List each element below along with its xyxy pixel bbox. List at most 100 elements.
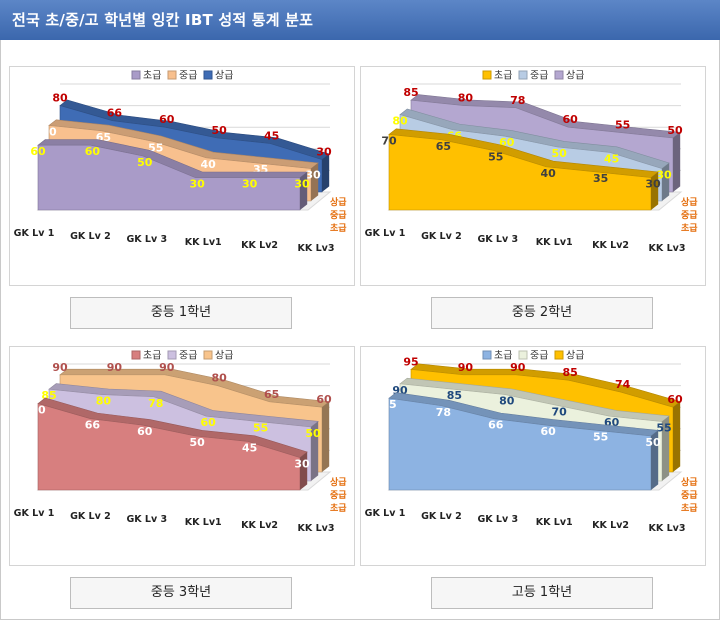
chart-panel-2: 858078605550806660504530706555403530GK L…: [360, 66, 706, 286]
x-tick-label: KK Lv2: [241, 520, 278, 531]
x-tick-label: GK Lv 1: [14, 508, 55, 519]
data-label: 60: [137, 425, 153, 438]
legend-swatch: [518, 350, 528, 360]
x-tick-label: KK Lv1: [536, 517, 573, 528]
data-label: 60: [30, 145, 46, 158]
data-label: 80: [212, 372, 228, 385]
data-label: 90: [159, 361, 175, 374]
data-label: 95: [403, 355, 418, 368]
legend-label: 초급: [143, 70, 161, 82]
series-초급: 60 60 50 30 30 30: [30, 139, 310, 211]
data-label: 50: [552, 147, 568, 160]
legend-label: 초급: [494, 70, 512, 82]
data-label: 66: [107, 107, 123, 120]
caption-button-1[interactable]: 중등 1학년: [70, 297, 292, 329]
data-label: 90: [458, 361, 474, 374]
data-label: 30: [656, 169, 672, 182]
header-bar: 전국 초/중/고 학년별 잉칸 IBT 성적 통계 분포: [0, 0, 720, 40]
data-label: 50: [305, 427, 321, 440]
x-tick-label: GK Lv 2: [70, 511, 111, 522]
legend-label: 중급: [179, 350, 197, 362]
data-label: 65: [436, 140, 451, 153]
depth-label: 중급: [681, 490, 698, 501]
series-side-중급: [311, 163, 319, 201]
legend-swatch: [518, 70, 528, 80]
data-label: 78: [436, 406, 451, 419]
legend-swatch: [167, 350, 177, 360]
depth-label: 상급: [330, 476, 347, 488]
caption-button-3[interactable]: 중등 3학년: [70, 577, 292, 609]
legend-label: 중급: [530, 350, 548, 362]
data-label: 90: [510, 361, 526, 374]
data-label: 55: [656, 422, 671, 435]
x-tick-label: KK Lv2: [241, 240, 278, 251]
caption-button-4[interactable]: 고등 1학년: [431, 577, 653, 609]
legend-label: 상급: [215, 350, 233, 362]
legend-swatch: [167, 70, 177, 80]
legend-label: 중급: [179, 70, 197, 82]
data-label: 60: [541, 425, 557, 438]
data-label: 30: [645, 178, 661, 191]
legend-swatch: [482, 350, 492, 360]
data-label: 55: [253, 422, 268, 435]
data-label: 45: [242, 441, 257, 454]
x-tick-label: GK Lv 2: [421, 231, 462, 242]
data-label: 30: [242, 178, 258, 191]
data-label: 50: [667, 124, 683, 137]
data-label: 66: [488, 419, 504, 432]
legend-label: 초급: [143, 350, 161, 362]
x-tick-label: KK Lv3: [298, 243, 335, 254]
data-label: 80: [52, 92, 68, 105]
data-label: 74: [615, 378, 631, 391]
data-label: 50: [190, 436, 206, 449]
data-label: 55: [593, 431, 608, 444]
data-label: 85: [403, 86, 418, 99]
depth-label: 초급: [681, 223, 698, 234]
data-label: 85: [447, 389, 462, 402]
caption-button-2[interactable]: 중등 2학년: [431, 297, 653, 329]
x-tick-label: KK Lv1: [185, 237, 222, 248]
data-label: 70: [381, 134, 397, 147]
data-label: 60: [563, 113, 579, 126]
data-label: 78: [148, 397, 163, 410]
data-label: 85: [563, 366, 578, 379]
data-label: 50: [212, 124, 228, 137]
data-label: 80: [458, 92, 474, 105]
data-label: 45: [604, 152, 619, 165]
data-label: 90: [52, 361, 68, 374]
data-label: 80: [499, 395, 515, 408]
series-side-초급: [651, 430, 659, 490]
series-side-초급: [651, 172, 659, 210]
data-label: 40: [201, 158, 217, 171]
x-tick-label: GK Lv 1: [365, 228, 406, 239]
data-label: 55: [488, 151, 503, 164]
series-side-초급: [300, 452, 308, 490]
series-side-상급: [673, 401, 681, 472]
legend-swatch: [554, 350, 564, 360]
data-label: 30: [294, 178, 310, 191]
data-label: 45: [264, 129, 279, 142]
legend-label: 상급: [566, 350, 584, 362]
data-label: 60: [85, 145, 101, 158]
legend-swatch: [482, 70, 492, 80]
data-label: 66: [85, 419, 101, 432]
x-tick-label: KK Lv3: [649, 523, 686, 534]
data-label: 30: [316, 146, 332, 159]
legend-swatch: [203, 70, 213, 80]
depth-label: 중급: [681, 210, 698, 221]
legend-swatch: [131, 70, 141, 80]
series-초급: 85 78 66 60 55 50: [381, 392, 661, 491]
chart-panel-4: 95 90 90 85 74 60 90 85 80 70 60 55 85 78 66 60 55 50 GK L…: [360, 346, 706, 566]
x-tick-label: KK Lv3: [298, 523, 335, 534]
data-label: 80: [30, 404, 46, 417]
series-side-중급: [662, 416, 670, 481]
x-tick-label: KK Lv2: [592, 520, 629, 531]
x-tick-label: GK Lv 3: [126, 514, 167, 525]
data-label: 60: [201, 416, 217, 429]
legend-label: 상급: [215, 70, 233, 82]
data-label: 85: [381, 398, 396, 411]
data-label: 60: [316, 393, 332, 406]
data-label: 30: [305, 169, 321, 182]
